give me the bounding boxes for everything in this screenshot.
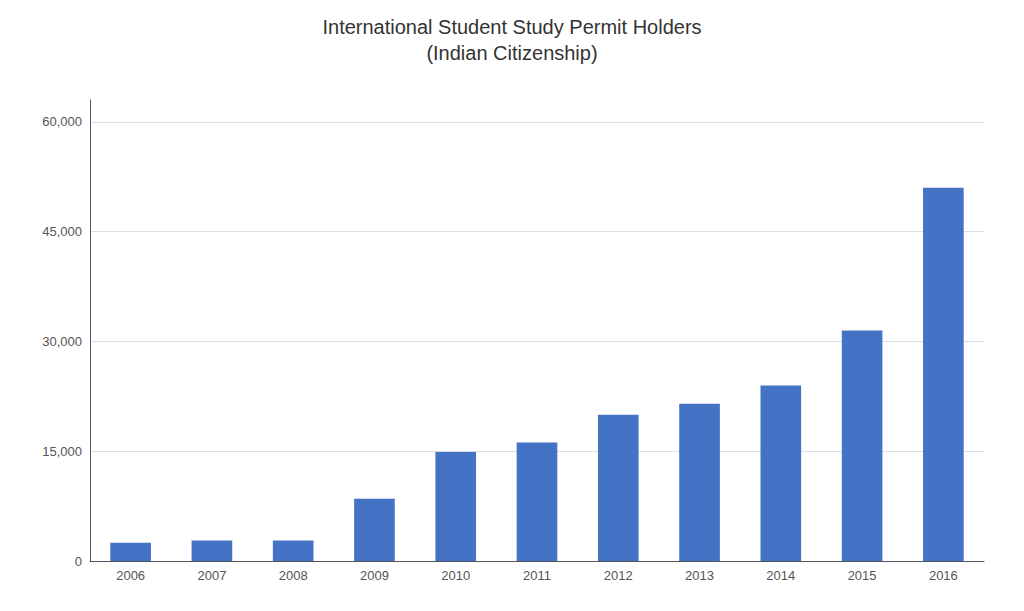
svg-text:International Student Study Pe: International Student Study Permit Holde…	[322, 16, 701, 38]
svg-text:2006: 2006	[116, 568, 145, 583]
svg-text:45,000: 45,000	[42, 224, 82, 239]
svg-text:2007: 2007	[197, 568, 226, 583]
svg-text:2016: 2016	[929, 568, 958, 583]
svg-text:2009: 2009	[360, 568, 389, 583]
svg-text:30,000: 30,000	[42, 334, 82, 349]
svg-text:2014: 2014	[766, 568, 795, 583]
svg-text:15,000: 15,000	[42, 444, 82, 459]
svg-text:2012: 2012	[604, 568, 633, 583]
svg-text:60,000: 60,000	[42, 114, 82, 129]
svg-text:2013: 2013	[685, 568, 714, 583]
svg-text:2015: 2015	[848, 568, 877, 583]
svg-text:(Indian Citizenship): (Indian Citizenship)	[426, 42, 597, 64]
svg-text:0: 0	[75, 554, 82, 569]
svg-text:2011: 2011	[523, 568, 551, 583]
svg-text:2010: 2010	[441, 568, 470, 583]
svg-text:2008: 2008	[279, 568, 308, 583]
